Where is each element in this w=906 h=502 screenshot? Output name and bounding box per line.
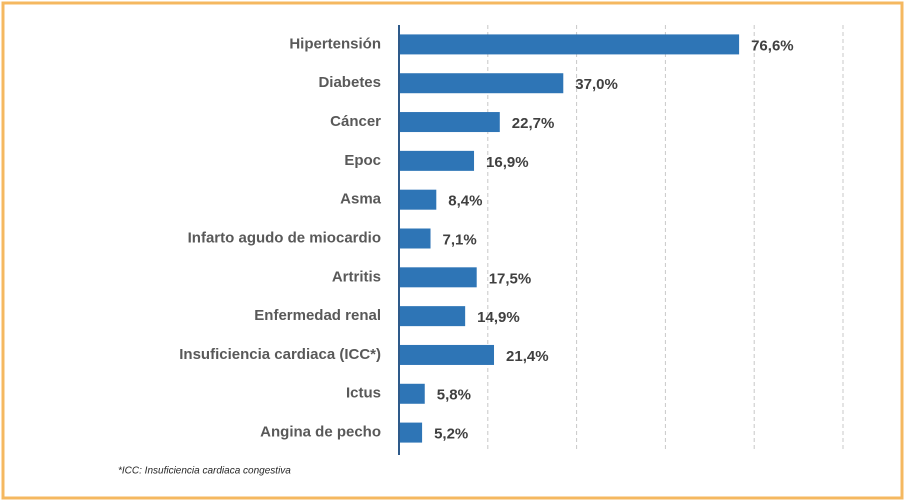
bar [399, 112, 500, 133]
bar [399, 150, 475, 171]
y-tick-label: Hipertensión [289, 35, 381, 52]
value-label: 21,4% [506, 348, 549, 365]
bar [399, 267, 477, 288]
value-label: 76,6% [751, 37, 794, 54]
bar [399, 383, 425, 404]
y-tick-label: Infarto agudo de miocardio [188, 229, 381, 246]
value-label: 7,1% [443, 231, 477, 248]
value-label: 17,5% [489, 270, 532, 287]
value-label: 5,2% [434, 426, 468, 443]
value-label: 22,7% [512, 115, 555, 132]
value-label: 8,4% [448, 193, 482, 210]
value-label: 14,9% [477, 309, 520, 326]
y-tick-label: Enfermedad renal [254, 307, 381, 324]
bar [399, 228, 431, 249]
bar [399, 73, 564, 94]
value-label: 5,8% [437, 387, 471, 404]
bar [399, 422, 423, 443]
y-tick-label: Epoc [344, 152, 381, 169]
bar [399, 306, 466, 327]
value-label: 16,9% [486, 154, 529, 171]
y-tick-label: Cáncer [330, 113, 381, 130]
y-tick-label: Insuficiencia cardiaca (ICC*) [179, 346, 381, 363]
y-tick-label: Angina de pecho [260, 424, 381, 441]
y-tick-label: Ictus [346, 385, 381, 402]
value-label: 37,0% [575, 76, 618, 93]
bar [399, 34, 740, 55]
y-tick-label: Diabetes [318, 74, 381, 91]
bar [399, 189, 437, 210]
bar [399, 344, 495, 365]
y-tick-label: Asma [340, 191, 382, 208]
footnote: *ICC: Insuficiencia cardiaca congestiva [118, 466, 291, 477]
y-tick-label: Artritis [332, 268, 381, 285]
